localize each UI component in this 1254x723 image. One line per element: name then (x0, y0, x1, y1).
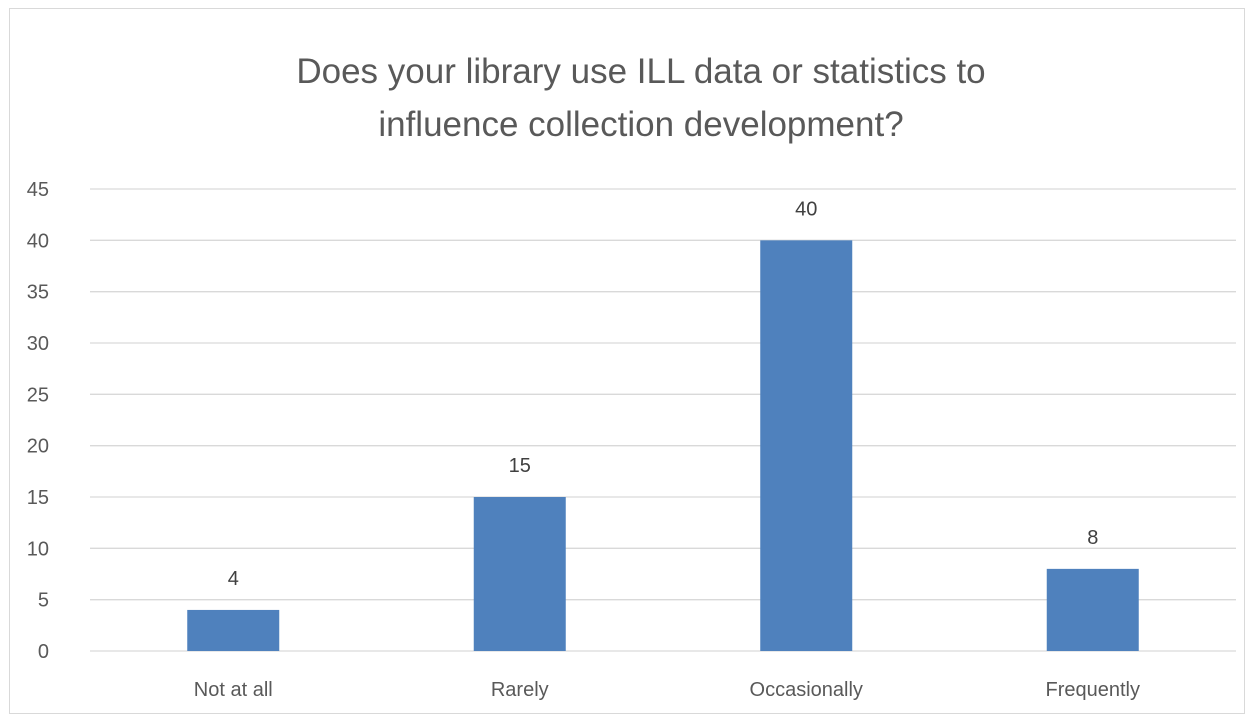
chart-title-line-1: Does your library use ILL data or statis… (296, 52, 985, 91)
bar-frequently (1046, 568, 1139, 651)
x-tick-label: Rarely (491, 679, 549, 701)
chart-title-line-2: influence collection development? (378, 105, 903, 144)
gridlines (90, 188, 1236, 652)
x-tick-label: Frequently (1046, 679, 1141, 701)
x-tick-label: Occasionally (750, 679, 863, 701)
bar-rarely (473, 497, 566, 651)
y-tick-label: 40 (27, 230, 49, 252)
y-tick-label: 25 (27, 384, 49, 406)
x-axis-ticks: Not at all Rarely Occasionally Frequently (194, 679, 1140, 701)
data-label: 4 (228, 568, 239, 590)
y-tick-label: 30 (27, 333, 49, 355)
bars (187, 240, 1139, 652)
bar-not-at-all (187, 609, 280, 651)
y-tick-label: 45 (27, 179, 49, 201)
data-label: 40 (795, 198, 817, 220)
y-tick-label: 0 (38, 641, 49, 663)
bar-occasionally (760, 240, 853, 652)
y-tick-label: 15 (27, 487, 49, 509)
data-label: 8 (1087, 527, 1098, 549)
y-tick-label: 35 (27, 282, 49, 304)
data-labels: 4 15 40 8 (228, 198, 1099, 590)
data-label: 15 (509, 455, 531, 477)
y-axis-ticks: 0 5 10 15 20 25 30 35 40 45 (27, 179, 49, 663)
y-tick-label: 5 (38, 590, 49, 612)
chart-frame (9, 8, 1245, 714)
y-tick-label: 20 (27, 436, 49, 458)
y-tick-label: 10 (27, 538, 49, 560)
x-tick-label: Not at all (194, 679, 273, 701)
